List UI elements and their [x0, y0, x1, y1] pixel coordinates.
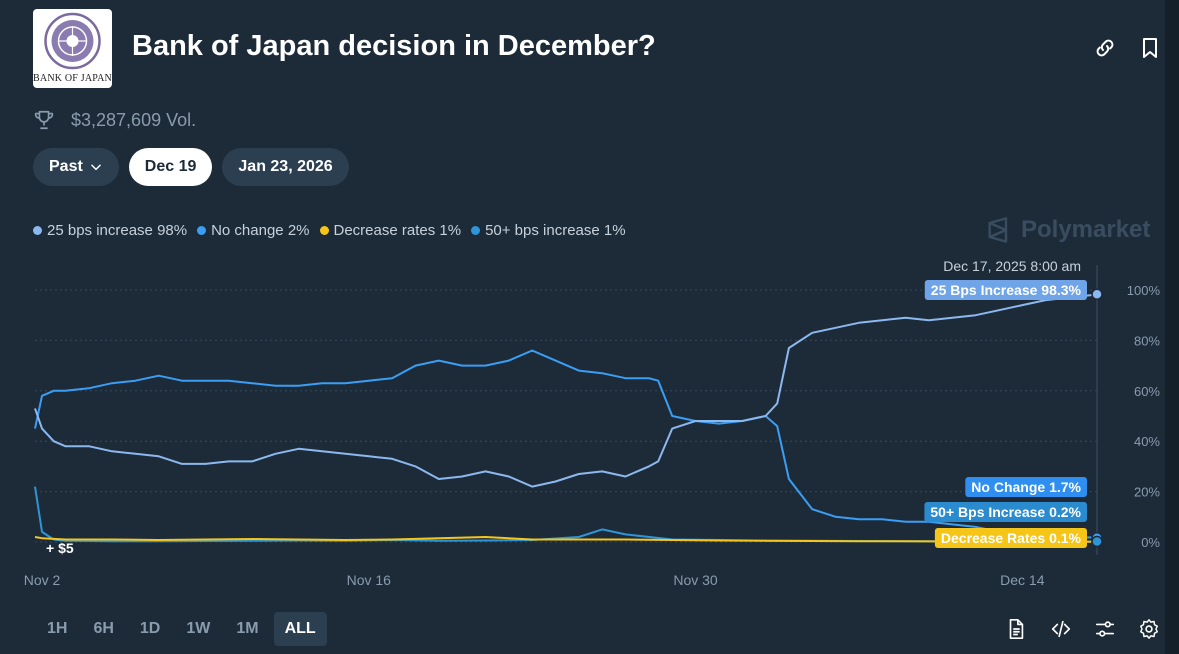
volume-text: $3,287,609 Vol.	[71, 109, 197, 130]
time-range-selector: 1H 6H 1D 1W 1M ALL	[36, 612, 327, 646]
legend-dot	[471, 226, 481, 235]
range-1h[interactable]: 1H	[47, 620, 68, 637]
series-tag	[934, 528, 1087, 548]
date-pills: Past Dec 19 Jan 23, 2026	[33, 148, 349, 186]
x-tick-label: Dec 14	[1000, 572, 1045, 588]
document-icon[interactable]	[1005, 618, 1027, 640]
series-end-point	[1091, 535, 1103, 548]
x-tick-label: Nov 30	[673, 572, 718, 588]
trophy-icon	[34, 110, 54, 130]
logo-text: BANK OF JAPAN	[33, 73, 112, 84]
page-title: Bank of Japan decision in December?	[132, 30, 656, 62]
date-pill-dec-19[interactable]: Dec 19	[128, 148, 213, 186]
link-icon[interactable]	[1093, 36, 1117, 60]
brand-name: Polymarket	[1021, 216, 1151, 243]
range-1w[interactable]: 1W	[186, 620, 211, 637]
y-tick-label: 40%	[1134, 434, 1160, 449]
chevron-down-icon	[90, 164, 101, 171]
range-1m[interactable]: 1M	[236, 620, 259, 637]
series-tag	[924, 502, 1087, 522]
legend-dot	[319, 226, 329, 235]
sliders-icon[interactable]	[1094, 618, 1116, 640]
bank-of-japan-logo: BANK OF JAPAN	[33, 9, 112, 88]
legend-label: Decrease rates 1%	[333, 222, 462, 239]
legend-item: 50+ bps increase 1%	[471, 222, 626, 239]
past-dropdown[interactable]: Past	[33, 148, 119, 186]
x-tick-label: Nov 16	[347, 572, 392, 588]
polymarket-brand: Polymarket	[985, 216, 1150, 244]
series-end-point	[1091, 288, 1103, 301]
hover-date-label: Dec 17, 2025 8:00 am	[943, 258, 1081, 274]
series-tag-text: Decrease Rates 0.1%	[941, 530, 1082, 546]
legend-label: 50+ bps increase 1%	[485, 222, 626, 239]
range-all[interactable]: ALL	[273, 612, 327, 646]
range-6h[interactable]: 6H	[93, 620, 114, 637]
legend-item: 25 bps increase 98%	[33, 222, 187, 239]
series-tag	[924, 280, 1087, 300]
legend-item: No change 2%	[197, 222, 310, 239]
x-tick-label: Nov 2	[24, 572, 61, 588]
range-1d[interactable]: 1D	[139, 620, 161, 637]
y-tick-label: 20%	[1134, 485, 1160, 500]
legend-dot	[33, 226, 42, 235]
series-tag-text: 50+ Bps Increase 0.2%	[930, 504, 1081, 520]
code-icon[interactable]	[1050, 618, 1072, 640]
date-pill-jan-23[interactable]: Jan 23, 2026	[222, 148, 349, 186]
settings-icon[interactable]	[1138, 618, 1160, 640]
polymarket-logo-icon	[988, 217, 1008, 243]
series-line-no-change	[34, 349, 1098, 539]
chart-legend: 25 bps increase 98% No change 2% Decreas…	[33, 222, 626, 239]
volume-row: $3,287,609 Vol.	[33, 108, 196, 132]
legend-label: 25 bps increase 98%	[47, 222, 188, 239]
y-tick-label: 100%	[1127, 283, 1161, 298]
y-tick-label: 0%	[1141, 535, 1160, 550]
legend-item: Decrease rates 1%	[319, 222, 462, 239]
series-tag	[965, 477, 1087, 497]
series-tag-text: 25 Bps Increase 98.3%	[931, 282, 1082, 298]
bookmark-icon[interactable]	[1138, 36, 1162, 60]
series-tag-text: No Change 1.7%	[971, 479, 1081, 495]
legend-label: No change 2%	[211, 222, 310, 239]
cost-label: + $5	[46, 540, 74, 556]
y-tick-label: 80%	[1134, 333, 1160, 348]
legend-dot	[197, 226, 207, 235]
past-label: Past	[49, 158, 83, 175]
seal-icon	[44, 12, 101, 70]
y-tick-label: 60%	[1134, 384, 1160, 399]
page-scrollbar[interactable]	[1165, 0, 1179, 654]
series-line-25-bps-increase	[34, 293, 1098, 488]
